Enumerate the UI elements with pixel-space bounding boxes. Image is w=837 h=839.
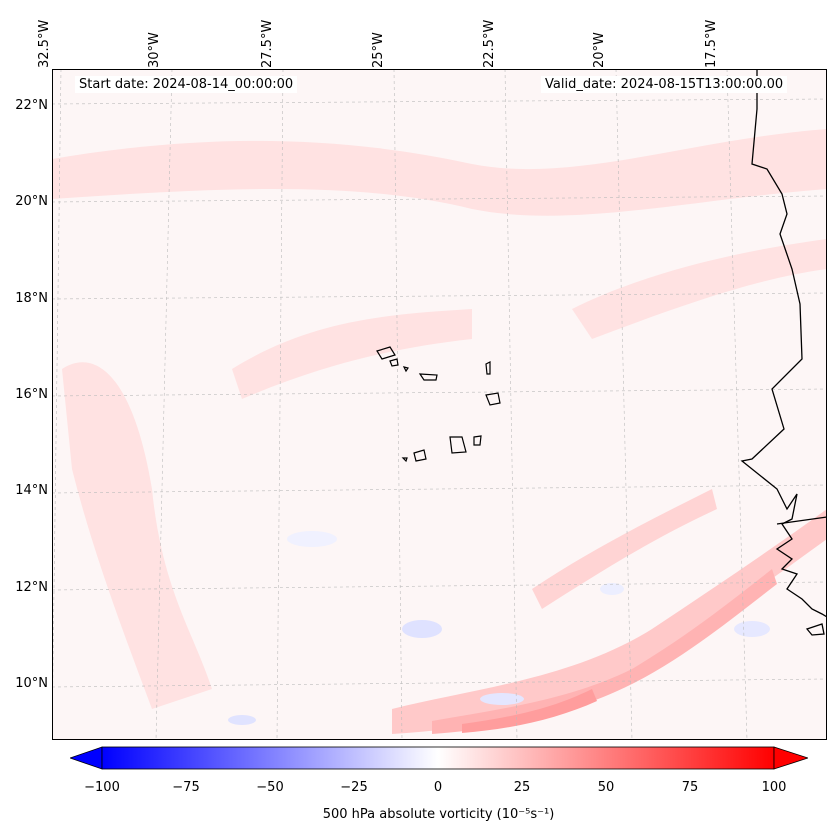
colorbar-tick-25: 25 — [513, 780, 531, 795]
colorbar-tick-50: 50 — [597, 780, 615, 795]
lat-label-10n: 10°N — [15, 676, 48, 691]
cape-verde-islands — [376, 346, 501, 463]
colorbar-tick-neg100: −100 — [84, 780, 120, 795]
colorbar-tick-100: 100 — [761, 780, 787, 795]
colorbar-max-extension — [773, 746, 808, 770]
colorbar — [70, 746, 808, 770]
colorbar-tick-neg50: −50 — [256, 780, 284, 795]
lat-label-14n: 14°N — [15, 483, 48, 498]
coastline — [740, 69, 827, 636]
lon-label-30w: 30°W — [147, 32, 162, 68]
lat-label-18n: 18°N — [15, 291, 48, 306]
lon-label-32.5w: 32.5°W — [37, 19, 52, 68]
lon-label-20w: 20°W — [592, 32, 607, 68]
lat-label-20n: 20°N — [15, 194, 48, 209]
colorbar-tick-neg25: −25 — [340, 780, 368, 795]
colorbar-body — [101, 746, 775, 770]
colorbar-tick-0: 0 — [433, 780, 443, 795]
strong-vorticity-band — [392, 489, 827, 734]
lat-label-16n: 16°N — [15, 387, 48, 402]
lon-label-25w: 25°W — [371, 32, 386, 68]
colorbar-label: 500 hPa absolute vorticity (10⁻⁵s⁻¹) — [322, 807, 555, 822]
graticule — [52, 69, 827, 740]
colorbar-min-extension — [70, 746, 103, 770]
negative-vorticity-field — [228, 531, 770, 725]
map-frame — [52, 69, 827, 740]
positive-vorticity-field — [52, 129, 827, 709]
valid-date-label: Valid_date: 2024-08-15T13:00:00.00 — [541, 76, 788, 93]
lon-label-22.5w: 22.5°W — [482, 19, 497, 68]
vorticity-map — [52, 69, 827, 740]
lon-label-17.5w: 17.5°W — [704, 19, 719, 68]
lat-label-12n: 12°N — [15, 580, 48, 595]
colorbar-tick-75: 75 — [681, 780, 699, 795]
start-date-label: Start date: 2024-08-14_00:00:00 — [75, 76, 298, 93]
lon-label-27.5w: 27.5°W — [260, 19, 275, 68]
colorbar-tick-neg75: −75 — [172, 780, 200, 795]
lat-label-22n: 22°N — [15, 98, 48, 113]
